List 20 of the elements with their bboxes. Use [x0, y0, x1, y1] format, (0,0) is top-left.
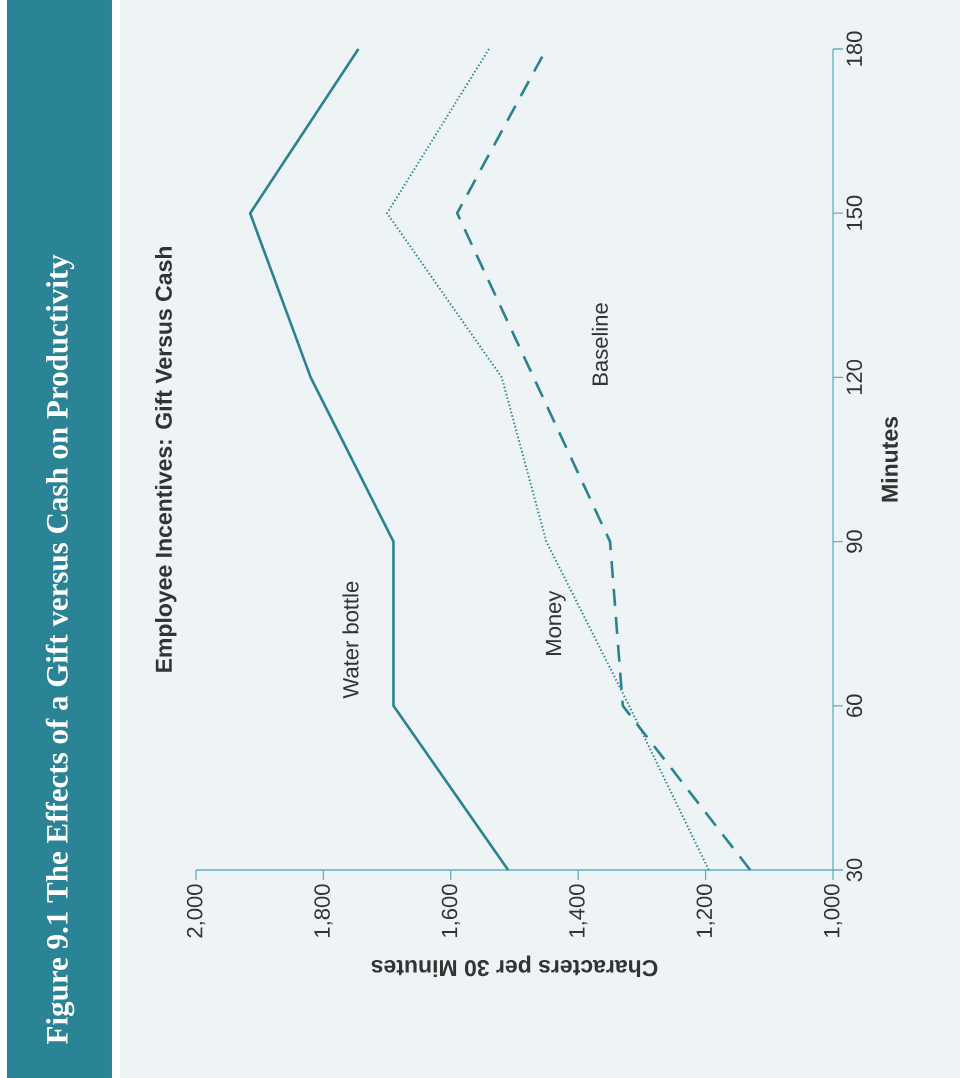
- y-tick-label: 60: [846, 694, 863, 717]
- y-tick-label: 180: [846, 31, 863, 66]
- y-tick-label: 90: [846, 530, 863, 553]
- y-tick-label: 120: [846, 359, 863, 395]
- x-tick-label: 1,800: [314, 884, 333, 937]
- x-axis-title: Characters per 30 Minutes: [371, 955, 658, 977]
- text: Water bottle: [342, 581, 359, 699]
- x-tick-label: 1,600: [441, 884, 460, 937]
- text: Baseline: [591, 303, 608, 385]
- y-axis-title: Minutes: [880, 416, 898, 502]
- x-tick-label: 1,400: [569, 884, 588, 937]
- x-tick-label: 1,000: [823, 884, 843, 937]
- x-tick-label: 1,200: [696, 884, 715, 937]
- y-tick-label: 150: [846, 195, 863, 230]
- text: Figure 9.1 The Effects of a Gift versus Cash on Productivity: [45, 254, 75, 1044]
- y-tick-label: 30: [846, 858, 863, 882]
- text: Money: [545, 590, 566, 655]
- x-tick-label: 2,000: [186, 884, 206, 938]
- line-series: [248, 47, 510, 872]
- text: Employee Incentives: Gift Versus Cash: [155, 247, 177, 672]
